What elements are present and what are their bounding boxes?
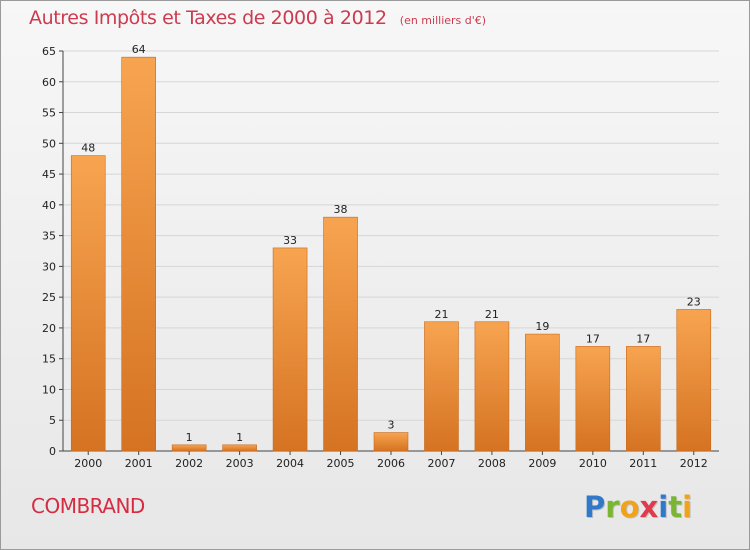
- brand-letter: P: [584, 490, 606, 524]
- bar-2006: [373, 432, 409, 452]
- chart-subtitle: (en milliers d'€): [399, 14, 487, 27]
- y-tick-label: 50: [42, 137, 56, 150]
- proxiti-logo: Proxiti: [584, 487, 694, 527]
- bar-2012: [676, 309, 712, 452]
- gridlines: [63, 50, 719, 452]
- data-label: 48: [81, 142, 95, 155]
- location-label: COMBRAND: [31, 494, 145, 518]
- bar-2007: [424, 321, 459, 452]
- y-tick-label: 0: [49, 445, 56, 458]
- y-tick-label: 30: [42, 260, 56, 273]
- brand-letter: r: [605, 490, 620, 524]
- bar-2001: [121, 56, 156, 452]
- data-label: 21: [485, 308, 499, 321]
- data-label: 1: [236, 431, 243, 444]
- x-tick-label: 2000: [74, 457, 102, 470]
- data-label: 17: [636, 332, 650, 345]
- bar-2000: [70, 155, 106, 452]
- bar-2011: [626, 346, 661, 452]
- data-label: 1: [186, 431, 193, 444]
- y-tick-label: 55: [42, 107, 56, 120]
- x-tick-label: 2012: [680, 457, 708, 470]
- brand-letter: o: [619, 490, 640, 524]
- x-tick-label: 2004: [276, 457, 304, 470]
- bar-2009: [525, 333, 560, 452]
- y-tick-label: 10: [42, 383, 56, 396]
- brand-letter: i: [682, 490, 693, 524]
- y-tick-label: 15: [42, 353, 56, 366]
- x-tick-label: 2001: [125, 457, 153, 470]
- bar-2005: [323, 216, 358, 452]
- y-tick-label: 20: [42, 322, 56, 335]
- x-tick-label: 2010: [579, 457, 607, 470]
- y-tick-label: 65: [42, 45, 56, 58]
- bar-2003: [222, 444, 257, 452]
- x-tick-label: 2006: [377, 457, 405, 470]
- x-tick-label: 2007: [427, 457, 455, 470]
- data-label: 19: [535, 320, 549, 333]
- data-label: 64: [132, 43, 146, 56]
- y-tick-label: 5: [49, 414, 56, 427]
- y-tick-label: 35: [42, 230, 56, 243]
- x-tick-label: 2009: [528, 457, 556, 470]
- y-tick-label: 40: [42, 199, 56, 212]
- chart-title: Autres Impôts et Taxes de 2000 à 2012: [29, 7, 387, 29]
- y-tick-label: 25: [42, 291, 56, 304]
- bar-2002: [171, 444, 207, 452]
- brand-letter: t: [668, 490, 683, 524]
- y-tick-label: 60: [42, 76, 56, 89]
- data-label: 38: [334, 203, 348, 216]
- brand-letter: i: [658, 490, 669, 524]
- data-label: 3: [388, 419, 395, 432]
- data-label: 17: [586, 332, 600, 345]
- y-tick-label: 45: [42, 168, 56, 181]
- data-labels: 48 64 1 1 33 38 3 21 21 19 17 17 23: [81, 43, 701, 444]
- x-tick-label: 2008: [478, 457, 506, 470]
- bar-2010: [575, 346, 611, 452]
- bar-2004: [272, 247, 308, 452]
- x-tick-label: 2003: [226, 457, 254, 470]
- data-label: 23: [687, 295, 701, 308]
- x-tick-label: 2002: [175, 457, 203, 470]
- x-tick-label: 2011: [629, 457, 657, 470]
- bars: [70, 56, 712, 452]
- brand-letter: x: [639, 490, 659, 524]
- x-tick-label: 2005: [327, 457, 355, 470]
- data-label: 33: [283, 234, 297, 247]
- chart-title-block: Autres Impôts et Taxes de 2000 à 2012 (e…: [29, 7, 486, 29]
- bar-2008: [474, 321, 510, 452]
- data-label: 21: [434, 308, 448, 321]
